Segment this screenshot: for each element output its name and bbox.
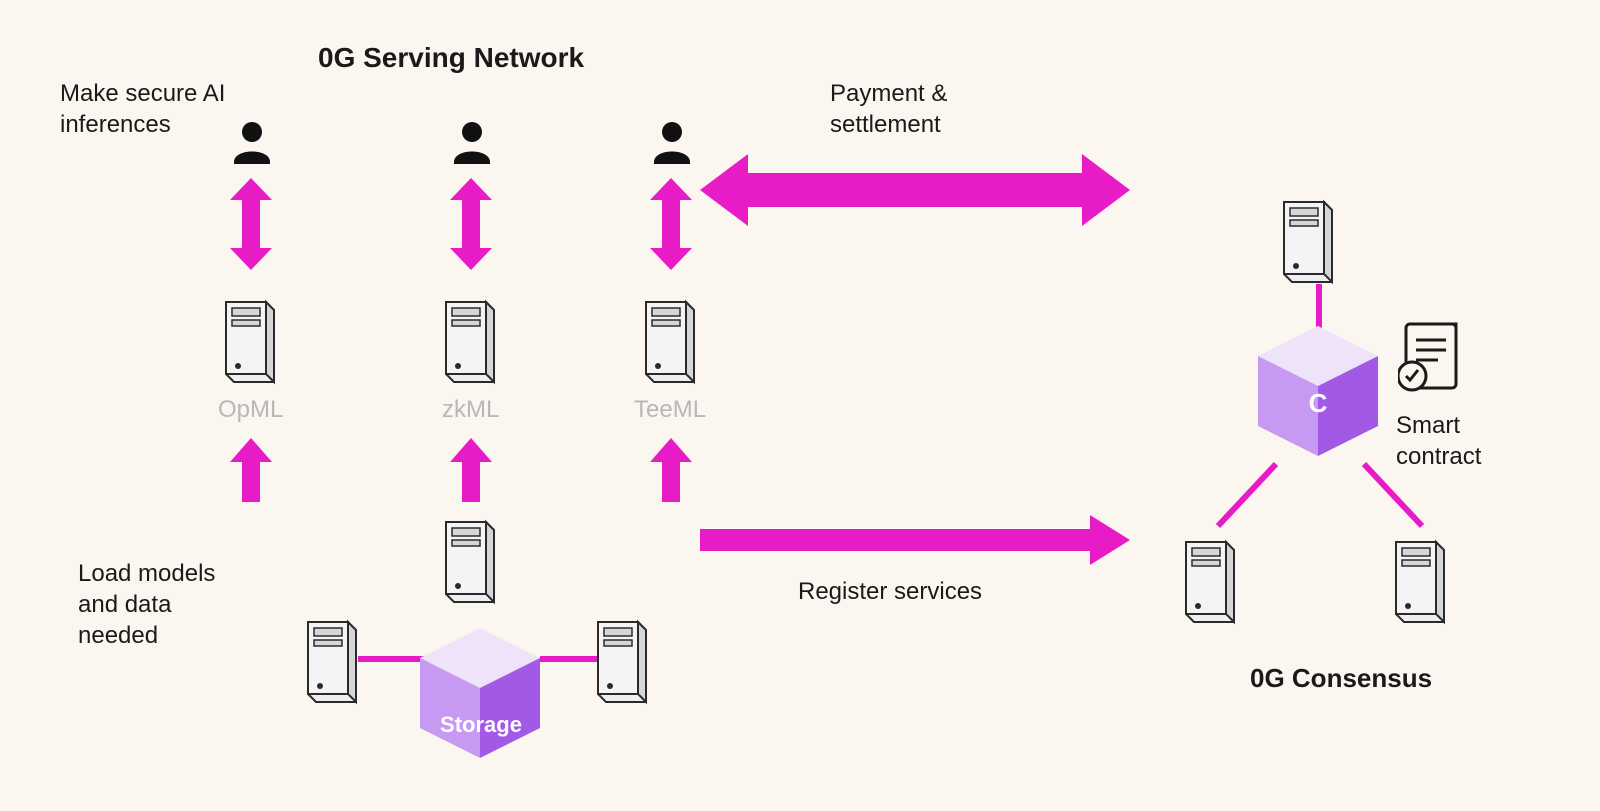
payment-arrow-icon	[700, 154, 1130, 226]
bidir-arrow-icon	[230, 178, 272, 270]
connector-line	[1358, 460, 1428, 530]
payment-label: Payment & settlement	[830, 78, 947, 140]
ml-node-label: OpML	[218, 396, 283, 424]
ml-node-label: TeeML	[634, 396, 706, 424]
payment-l1: Payment &	[830, 78, 947, 109]
register-arrow-icon	[700, 515, 1130, 565]
user-icon	[650, 120, 694, 166]
consensus-cube-label: C	[1308, 388, 1328, 419]
storage-cube-icon	[420, 628, 540, 758]
payment-l2: settlement	[830, 109, 947, 140]
bidir-arrow-icon	[650, 178, 692, 270]
server-icon	[1178, 530, 1242, 626]
server-icon	[1276, 190, 1340, 286]
up-arrow-icon	[230, 438, 272, 502]
server-icon	[438, 290, 502, 386]
server-icon	[1388, 530, 1452, 626]
server-icon	[218, 290, 282, 386]
load-l2: and data	[78, 589, 215, 620]
secure-l2: inferences	[60, 109, 225, 140]
smart-l1: Smart	[1396, 410, 1481, 441]
storage-cube-label: Storage	[436, 712, 526, 738]
server-icon	[300, 610, 364, 706]
connector-line	[1212, 460, 1282, 530]
load-models-label: Load models and data needed	[78, 558, 215, 652]
page-title: 0G Serving Network	[318, 40, 584, 76]
up-arrow-icon	[650, 438, 692, 502]
ml-node-label: zkML	[442, 396, 499, 424]
server-icon	[438, 510, 502, 606]
smart-contract-icon	[1398, 320, 1468, 400]
server-icon	[638, 290, 702, 386]
consensus-label: 0G Consensus	[1250, 662, 1432, 696]
secure-inferences-label: Make secure AI inferences	[60, 78, 225, 140]
connector-line	[358, 656, 428, 662]
secure-l1: Make secure AI	[60, 78, 225, 109]
user-icon	[230, 120, 274, 166]
bidir-arrow-icon	[450, 178, 492, 270]
load-l3: needed	[78, 620, 215, 651]
server-icon	[590, 610, 654, 706]
up-arrow-icon	[450, 438, 492, 502]
user-icon	[450, 120, 494, 166]
register-label: Register services	[798, 576, 982, 607]
load-l1: Load models	[78, 558, 215, 589]
